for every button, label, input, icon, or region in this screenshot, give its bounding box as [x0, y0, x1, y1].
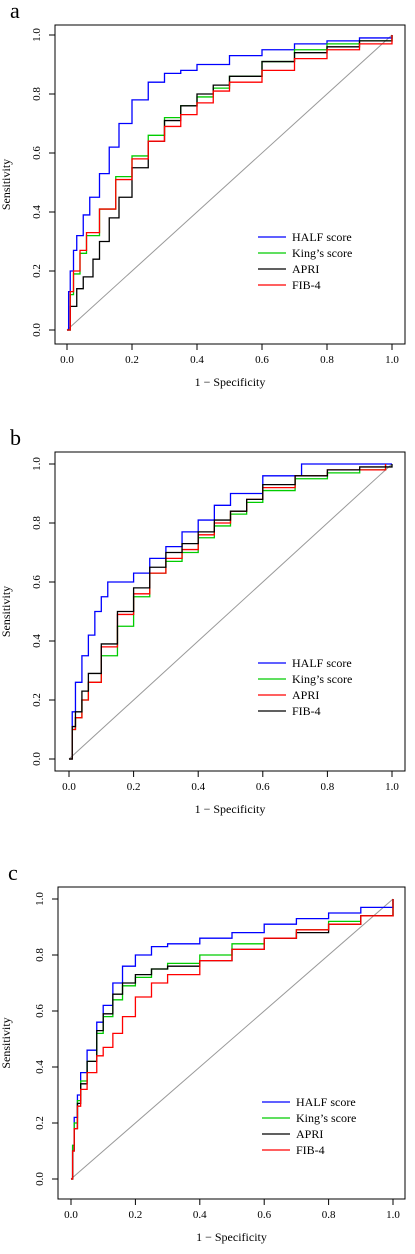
series-line-fib-4: [71, 899, 394, 1180]
x-tick-label: 1.0: [385, 781, 399, 793]
reference-diagonal: [66, 34, 393, 331]
y-tick-label: 0.6: [34, 1004, 46, 1018]
x-tick-label: 0.8: [322, 1209, 336, 1221]
series-line-half-score: [71, 899, 394, 1180]
x-axis-title: 1 − Specificity: [196, 1230, 267, 1244]
x-tick-label: 0.2: [125, 354, 139, 366]
series-line-apri: [69, 464, 387, 760]
x-tick-label: 0.2: [127, 781, 141, 793]
y-tick-label: 0.4: [31, 205, 43, 219]
x-tick-label: 0.0: [60, 354, 74, 366]
y-tick-label: 0.6: [31, 575, 43, 589]
y-axis-title: Sensitivity: [0, 586, 13, 637]
roc-panel-b: b 0.0 0.2 0.4 0.6 0.8 1.0 0.0 0.2 0.4 0.6 0.8 1.0 1 −…: [0, 410, 415, 830]
y-tick-label: 0.2: [31, 693, 43, 707]
roc-chart-b: b 0.0 0.2 0.4 0.6 0.8 1.0 0.0 0.2 0.4 0.6 0.8 1.0 1 −…: [0, 425, 406, 816]
x-tick-label: 0.4: [191, 781, 205, 793]
legend-entry: APRI: [296, 1127, 323, 1141]
x-tick-label: 0.0: [64, 1209, 78, 1221]
series-line-fib-4: [69, 464, 393, 760]
x-tick-label: 0.2: [129, 1209, 143, 1221]
reference-diagonal: [68, 463, 393, 760]
x-tick-label: 0.8: [320, 354, 334, 366]
plot-frame: [54, 24, 406, 345]
y-tick-label: 0.8: [31, 516, 43, 530]
x-tick-label: 1.0: [386, 1209, 400, 1221]
x-axis-title: 1 − Specificity: [195, 802, 266, 816]
x-axis-title: 1 − Specificity: [195, 375, 266, 389]
plot-frame: [57, 886, 406, 1200]
x-tick-label: 0.0: [62, 781, 76, 793]
y-tick-label: 0.2: [31, 264, 43, 278]
x-tick-label: 0.8: [321, 781, 335, 793]
legend-entry: FIB-4: [296, 1143, 325, 1157]
series-line-king-s-score: [69, 464, 387, 760]
legend-entry: FIB-4: [292, 704, 321, 718]
roc-panel-a: a 0.0 0.2 0.4 0.6 0.8 1.0 0.0 0.2 0.4 0.6 0.8 1.0 1 −…: [0, 0, 415, 410]
series-line-half-score: [67, 35, 393, 331]
panel-label: a: [10, 0, 20, 23]
y-tick-label: 0.4: [34, 1060, 46, 1074]
legend-entry: FIB-4: [292, 278, 321, 292]
legend-entry: APRI: [292, 688, 319, 702]
roc-chart-a: a 0.0 0.2 0.4 0.6 0.8 1.0 0.0 0.2 0.4 0.6 0.8 1.0 1 −…: [0, 0, 406, 389]
series-line-fib-4: [67, 35, 393, 331]
x-tick-label: 0.6: [256, 781, 270, 793]
panel-label: c: [8, 860, 18, 885]
legend-entry: HALF score: [292, 656, 352, 670]
legend-entry: King’s score: [292, 672, 352, 686]
roc-chart-c: c 0.0 0.2 0.4 0.6 0.8 1.0 0.0 0.2 0.4 0.6 0.8 1.0 1 −…: [0, 860, 406, 1244]
y-tick-label: 0.0: [31, 752, 43, 766]
y-tick-label: 1.0: [31, 457, 43, 471]
y-tick-label: 1.0: [31, 28, 43, 42]
x-tick-label: 0.6: [257, 1209, 271, 1221]
y-tick-label: 0.8: [34, 948, 46, 962]
panel-label: b: [10, 425, 21, 450]
y-axis-title: Sensitivity: [0, 1017, 13, 1068]
x-tick-label: 0.4: [190, 354, 204, 366]
series-line-half-score: [69, 463, 392, 760]
x-tick-label: 1.0: [385, 354, 399, 366]
plot-frame: [54, 451, 406, 772]
y-tick-label: 0.0: [31, 323, 43, 337]
reference-diagonal: [70, 898, 394, 1180]
legend-entry: King’s score: [292, 246, 352, 260]
y-tick-label: 0.6: [31, 146, 43, 160]
y-tick-label: 1.0: [34, 892, 46, 906]
y-tick-label: 0.0: [34, 1172, 46, 1186]
legend-entry: King’s score: [296, 1111, 356, 1125]
y-tick-label: 0.4: [31, 634, 43, 648]
legend-entry: APRI: [292, 262, 319, 276]
y-tick-label: 0.8: [31, 87, 43, 101]
y-tick-label: 0.2: [34, 1116, 46, 1130]
x-tick-label: 0.6: [255, 354, 269, 366]
legend-entry: HALF score: [296, 1095, 356, 1109]
legend-entry: HALF score: [292, 230, 352, 244]
roc-panel-c: c 0.0 0.2 0.4 0.6 0.8 1.0 0.0 0.2 0.4 0.6 0.8 1.0 1 −…: [0, 830, 415, 1254]
x-tick-label: 0.4: [193, 1209, 207, 1221]
y-axis-title: Sensitivity: [0, 159, 13, 210]
